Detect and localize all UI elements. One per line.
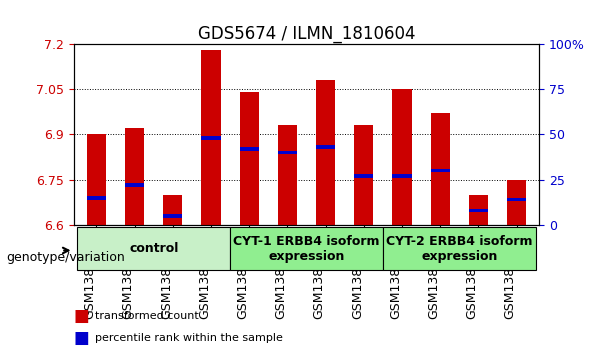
Text: transformed count: transformed count — [95, 311, 199, 321]
Bar — [278, 125, 297, 225]
Bar — [163, 214, 183, 218]
Bar — [240, 147, 259, 151]
Bar — [240, 92, 259, 225]
Text: genotype/variation: genotype/variation — [6, 251, 125, 264]
Text: control: control — [129, 242, 178, 255]
Bar — [430, 113, 450, 225]
Bar — [354, 125, 373, 225]
Bar — [316, 145, 335, 149]
Bar — [125, 128, 144, 225]
Bar — [163, 195, 183, 225]
Text: percentile rank within the sample: percentile rank within the sample — [95, 333, 283, 343]
Bar — [354, 174, 373, 178]
Bar — [392, 174, 411, 178]
Bar — [278, 151, 297, 154]
Bar — [202, 50, 221, 225]
Text: CYT-1 ERBB4 isoform
expression: CYT-1 ERBB4 isoform expression — [234, 234, 379, 263]
FancyBboxPatch shape — [230, 227, 383, 270]
Bar — [125, 183, 144, 187]
Bar — [316, 80, 335, 225]
Text: ■: ■ — [74, 307, 89, 325]
FancyBboxPatch shape — [77, 227, 230, 270]
Bar — [392, 89, 411, 225]
Bar — [202, 136, 221, 140]
Bar — [87, 196, 106, 200]
Bar — [507, 180, 526, 225]
Text: ■: ■ — [74, 329, 89, 347]
Bar — [430, 169, 450, 172]
Bar — [469, 209, 488, 212]
FancyBboxPatch shape — [383, 227, 536, 270]
Text: CYT-2 ERBB4 isoform
expression: CYT-2 ERBB4 isoform expression — [386, 234, 533, 263]
Bar — [469, 195, 488, 225]
Text: GDS5674 / ILMN_1810604: GDS5674 / ILMN_1810604 — [198, 25, 415, 44]
Bar — [87, 134, 106, 225]
Bar — [507, 198, 526, 201]
